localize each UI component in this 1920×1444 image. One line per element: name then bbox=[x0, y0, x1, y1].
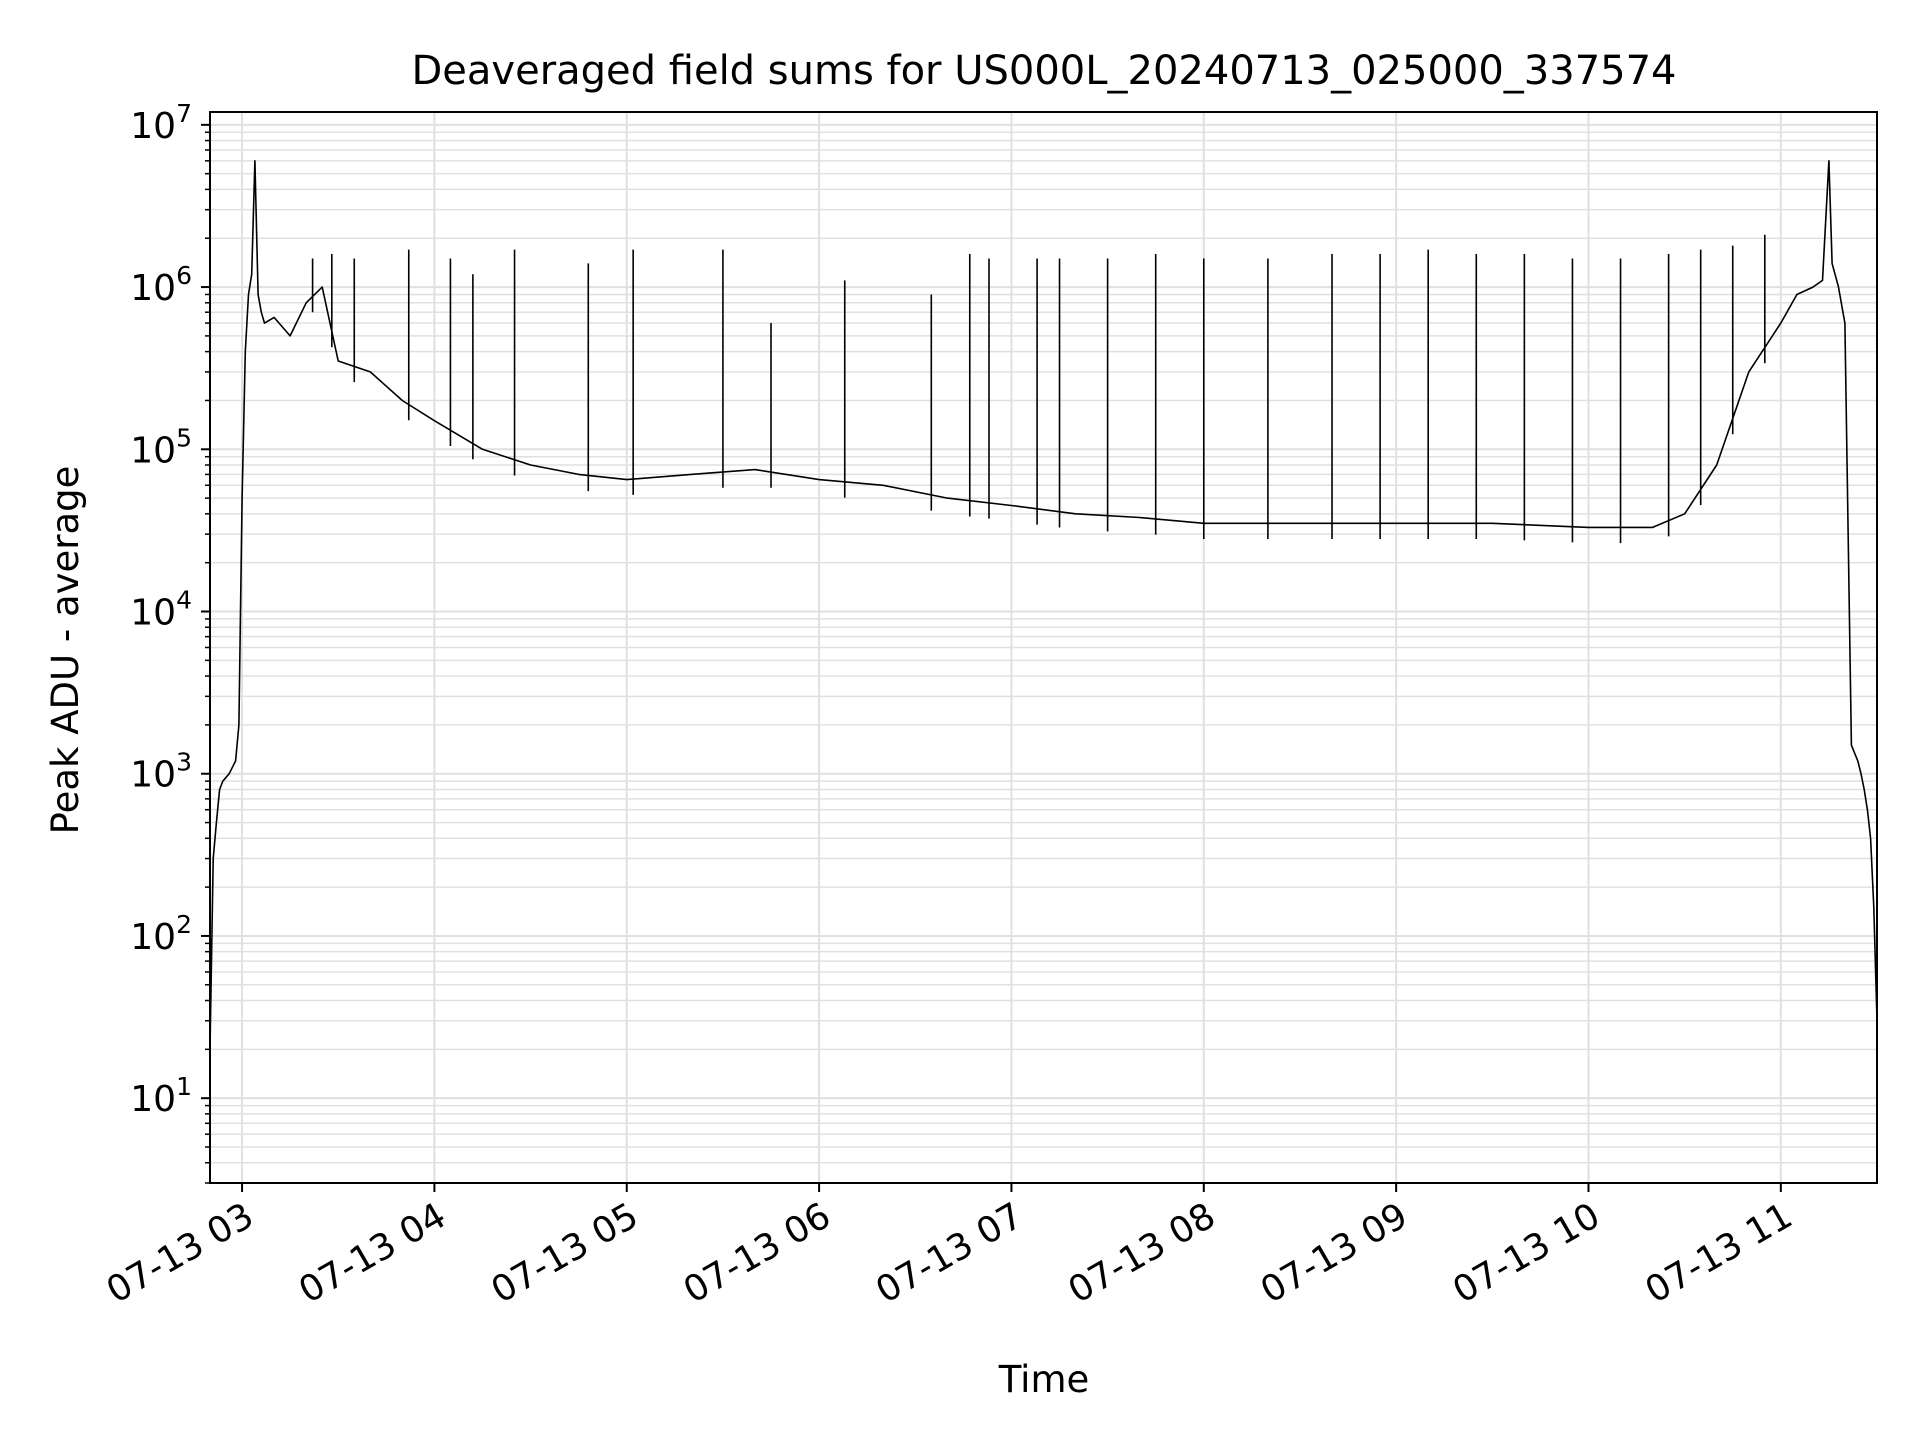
y-tick-label: 105 bbox=[130, 423, 192, 471]
y-tick-label: 107 bbox=[130, 99, 192, 147]
y-tick-label: 104 bbox=[130, 586, 192, 634]
grid bbox=[210, 112, 1877, 1184]
x-axis-label: Time bbox=[998, 1358, 1090, 1401]
y-axis-label: Peak ADU - average bbox=[44, 466, 87, 835]
series-line bbox=[209, 160, 1878, 1050]
y-tick-label: 103 bbox=[130, 748, 192, 796]
series-layer bbox=[209, 160, 1878, 1050]
y-tick-label: 102 bbox=[130, 910, 192, 958]
y-tick-label: 101 bbox=[130, 1072, 192, 1120]
y-tick-label: 106 bbox=[130, 261, 192, 309]
chart-title: Deaveraged field sums for US000L_2024071… bbox=[412, 48, 1677, 94]
